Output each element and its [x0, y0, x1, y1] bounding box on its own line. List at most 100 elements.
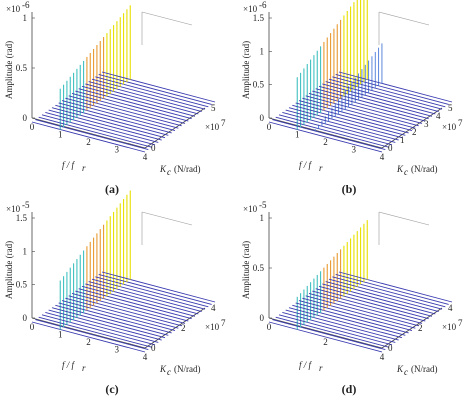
slice-baseline — [68, 95, 182, 127]
slice-baseline — [288, 307, 403, 339]
x-tick-label: 2 — [323, 337, 328, 347]
slice-baseline — [38, 116, 152, 148]
slice-baseline — [335, 273, 449, 305]
x-tick-label: 0 — [30, 322, 35, 332]
slice-baseline — [45, 112, 159, 143]
slice-baseline — [285, 109, 399, 141]
y-multiplier: ×10 7 — [442, 318, 463, 332]
y-multiplier-base: ×10 — [205, 322, 220, 332]
slice-baseline — [282, 112, 396, 143]
x-axis-label-main: f / f — [299, 360, 313, 370]
slice-baseline — [68, 295, 182, 327]
slice-baseline — [78, 288, 192, 320]
x-axis-line — [31, 117, 146, 149]
x-axis-label-sub: r — [319, 363, 323, 373]
slice-baseline — [88, 281, 202, 312]
x-axis-label-sub: r — [82, 363, 86, 373]
z-tick-label: 0 — [260, 313, 265, 323]
slice-baseline — [75, 290, 189, 322]
x-tick-label: 1 — [58, 330, 63, 340]
z-multiplier: ×10 -6 — [243, 0, 267, 14]
z-tick-label: 0.5 — [253, 263, 265, 273]
back-frame-h — [378, 211, 430, 226]
panel-caption: (c) — [105, 382, 118, 396]
z-multiplier: ×10 -5 — [243, 200, 267, 214]
z-multiplier-base: ×10 — [6, 204, 21, 214]
slice-baseline — [58, 302, 172, 334]
slice-baseline — [325, 281, 439, 312]
back-frame-h — [141, 11, 193, 26]
slice-baseline — [298, 100, 413, 132]
y-tick-label: 0 — [151, 143, 156, 153]
slice-baseline — [98, 273, 212, 305]
slice-baseline — [322, 83, 436, 115]
y-axis-label-unit: (N/rad) — [411, 164, 438, 174]
z-tick-label: 0.5 — [16, 280, 28, 290]
slice-baseline — [31, 321, 146, 353]
panel-caption: (b) — [342, 182, 357, 196]
y-tick-label: 0 — [151, 343, 156, 353]
slice-baseline — [295, 302, 409, 334]
x-tick-label: 0 — [267, 122, 272, 132]
panel-caption: (a) — [105, 182, 119, 196]
y-multiplier-exp: 7 — [221, 118, 226, 128]
slice-baseline — [308, 292, 423, 324]
y-multiplier: ×10 7 — [205, 318, 226, 332]
slice-baseline — [292, 104, 406, 136]
x-axis-label-sub: r — [82, 163, 86, 173]
x-tick-label: 2 — [323, 137, 328, 147]
slice-baseline — [285, 309, 399, 341]
y-tick-label: 1 — [400, 135, 405, 145]
slice-baseline — [41, 314, 156, 346]
x-tick-label: 0 — [30, 122, 35, 132]
x-tick-label: 3 — [115, 145, 120, 155]
back-frame-h — [141, 211, 193, 226]
y-multiplier-base: ×10 — [442, 122, 457, 132]
slice-baseline — [31, 121, 146, 153]
slice-baseline — [302, 97, 416, 129]
z-axis-label: Amplitude (rad) — [4, 41, 14, 99]
back-frame-h — [378, 11, 430, 26]
z-multiplier-exp: -6 — [22, 0, 30, 10]
z-tick-label: 1 — [260, 213, 265, 223]
z-tick-label: 0.5 — [253, 80, 265, 90]
slice-baseline — [48, 309, 162, 341]
y-tick-label: 0 — [388, 343, 393, 353]
slice-baseline — [278, 114, 393, 146]
slice-baseline — [71, 292, 186, 324]
slice-baseline — [61, 100, 176, 132]
z-tick-label: 0 — [260, 113, 265, 123]
y-multiplier-exp: 7 — [458, 318, 463, 328]
slice-baseline — [302, 297, 416, 329]
slice-baseline — [305, 295, 419, 327]
x-tick-label: 4 — [380, 352, 385, 362]
x-tick-label: 2 — [86, 137, 91, 147]
slice-baseline — [55, 104, 169, 136]
slice-baseline — [75, 90, 189, 122]
y-axis-label-unit: (N/rad) — [174, 364, 201, 374]
slice-baseline — [101, 71, 216, 103]
slice-baseline — [335, 73, 449, 105]
y-tick-label: 5 — [211, 103, 216, 113]
x-axis-label-main: f / f — [299, 160, 313, 170]
slice-baseline — [35, 119, 149, 151]
slice-baseline — [322, 283, 436, 315]
y-axis-label-main: K — [396, 164, 404, 174]
y-axis-label-unit: (N/rad) — [174, 164, 201, 174]
y-tick-label: 4 — [448, 303, 453, 313]
slice-baseline — [328, 278, 443, 310]
slice-baseline — [101, 271, 216, 303]
x-axis-line — [268, 317, 383, 349]
slice-baseline — [268, 321, 383, 353]
slice-baseline — [38, 316, 152, 348]
y-multiplier: ×10 7 — [205, 118, 226, 132]
z-tick-label: 0 — [23, 313, 28, 323]
x-axis-label: f / f r — [299, 160, 323, 173]
y-tick-label: 5 — [448, 103, 453, 113]
